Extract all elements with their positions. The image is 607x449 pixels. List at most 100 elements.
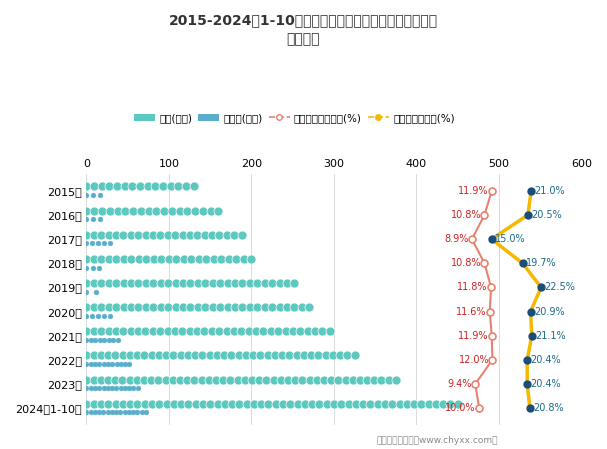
Point (226, 352, 236, 359)
Point (242, 400, 251, 407)
Point (208, 304, 217, 311)
Point (204, 376, 214, 383)
Text: 10.8%: 10.8% (450, 210, 481, 220)
Point (136, 207, 146, 214)
Point (104, 231, 114, 238)
Point (178, 231, 188, 238)
Point (164, 255, 174, 263)
Point (305, 376, 314, 383)
Point (159, 207, 169, 214)
Point (97, 231, 106, 238)
Point (81, 385, 91, 392)
Point (104, 304, 114, 311)
Point (276, 376, 286, 383)
Point (220, 400, 229, 407)
Point (189, 183, 198, 190)
Point (322, 400, 331, 407)
Point (81, 313, 91, 320)
Point (157, 255, 166, 263)
Point (229, 231, 239, 238)
Point (120, 385, 130, 392)
Point (87, 313, 97, 320)
Point (146, 376, 156, 383)
Point (158, 183, 168, 190)
Point (139, 376, 149, 383)
Point (134, 279, 143, 286)
Point (183, 400, 193, 407)
Point (215, 304, 225, 311)
Point (328, 352, 337, 359)
Point (105, 207, 115, 214)
Point (207, 231, 217, 238)
Point (191, 352, 200, 359)
Point (193, 279, 203, 286)
Point (81, 264, 91, 271)
Point (126, 231, 135, 238)
Point (90, 336, 100, 343)
Point (125, 352, 135, 359)
Point (149, 255, 159, 263)
Point (166, 183, 175, 190)
Point (155, 328, 165, 335)
Point (185, 231, 195, 238)
Point (181, 183, 191, 190)
Point (170, 231, 180, 238)
Point (263, 352, 273, 359)
Point (293, 400, 302, 407)
Point (132, 400, 142, 407)
Point (118, 400, 127, 407)
Point (163, 231, 172, 238)
Point (112, 183, 122, 190)
Point (97, 279, 106, 286)
Point (314, 352, 324, 359)
Point (89, 183, 99, 190)
Point (95, 336, 105, 343)
Point (154, 400, 164, 407)
Point (248, 352, 258, 359)
Text: 10.8%: 10.8% (450, 258, 481, 268)
Text: 11.8%: 11.8% (457, 282, 488, 292)
Point (212, 352, 222, 359)
Text: 21.0%: 21.0% (535, 186, 565, 196)
Point (89, 400, 98, 407)
Point (237, 231, 246, 238)
Point (104, 279, 114, 286)
Point (310, 328, 320, 335)
Point (241, 352, 251, 359)
Point (155, 231, 165, 238)
Point (89, 352, 98, 359)
Point (223, 304, 232, 311)
Point (186, 279, 195, 286)
Point (205, 400, 215, 407)
Point (111, 279, 121, 286)
Point (234, 400, 244, 407)
Text: 12.0%: 12.0% (458, 355, 489, 365)
Point (81, 288, 91, 295)
Point (134, 328, 143, 335)
Point (260, 279, 270, 286)
Point (161, 376, 171, 383)
Point (96, 376, 106, 383)
Point (129, 385, 138, 392)
Point (99, 361, 109, 368)
Point (128, 409, 138, 416)
Point (144, 207, 154, 214)
Point (453, 400, 463, 407)
Point (115, 409, 125, 416)
Point (212, 400, 222, 407)
Point (267, 279, 277, 286)
Point (110, 352, 120, 359)
Point (207, 328, 217, 335)
Point (303, 328, 313, 335)
Point (140, 400, 149, 407)
Point (300, 400, 310, 407)
Point (89, 255, 99, 263)
Point (174, 183, 183, 190)
Point (431, 400, 441, 407)
Text: 22.5%: 22.5% (544, 282, 575, 292)
Text: 20.9%: 20.9% (534, 307, 565, 317)
Point (88, 216, 98, 223)
Point (163, 328, 172, 335)
Point (202, 255, 211, 263)
Point (109, 336, 118, 343)
